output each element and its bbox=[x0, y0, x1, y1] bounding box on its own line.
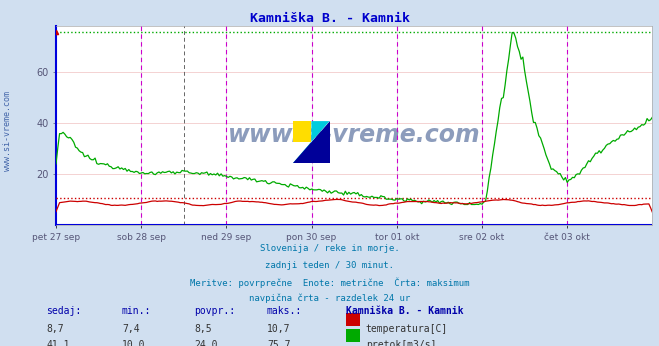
Polygon shape bbox=[312, 121, 330, 142]
Text: www.si-vreme.com: www.si-vreme.com bbox=[228, 124, 480, 147]
Text: 8,7: 8,7 bbox=[46, 324, 64, 334]
Text: 7,4: 7,4 bbox=[122, 324, 140, 334]
Text: sedaj:: sedaj: bbox=[46, 306, 81, 316]
Text: navpična črta - razdelek 24 ur: navpična črta - razdelek 24 ur bbox=[249, 294, 410, 303]
Text: 10,7: 10,7 bbox=[267, 324, 291, 334]
Text: Slovenija / reke in morje.: Slovenija / reke in morje. bbox=[260, 244, 399, 253]
Text: pretok[m3/s]: pretok[m3/s] bbox=[366, 340, 436, 346]
Text: min.:: min.: bbox=[122, 306, 152, 316]
Text: temperatura[C]: temperatura[C] bbox=[366, 324, 448, 334]
Text: 24,0: 24,0 bbox=[194, 340, 218, 346]
Polygon shape bbox=[293, 121, 330, 163]
Text: Meritve: povrprečne  Enote: metrične  Črta: maksimum: Meritve: povrprečne Enote: metrične Črta… bbox=[190, 277, 469, 288]
Text: Kamniška B. - Kamnik: Kamniška B. - Kamnik bbox=[346, 306, 463, 316]
Text: Kamniška B. - Kamnik: Kamniška B. - Kamnik bbox=[250, 12, 409, 25]
Text: 75,7: 75,7 bbox=[267, 340, 291, 346]
Text: maks.:: maks.: bbox=[267, 306, 302, 316]
Bar bbox=[293, 121, 312, 142]
Polygon shape bbox=[293, 142, 312, 163]
Text: povpr.:: povpr.: bbox=[194, 306, 235, 316]
Text: 41,1: 41,1 bbox=[46, 340, 70, 346]
Text: zadnji teden / 30 minut.: zadnji teden / 30 minut. bbox=[265, 261, 394, 270]
Text: 10,0: 10,0 bbox=[122, 340, 146, 346]
Text: www.si-vreme.com: www.si-vreme.com bbox=[3, 91, 13, 172]
Text: 8,5: 8,5 bbox=[194, 324, 212, 334]
